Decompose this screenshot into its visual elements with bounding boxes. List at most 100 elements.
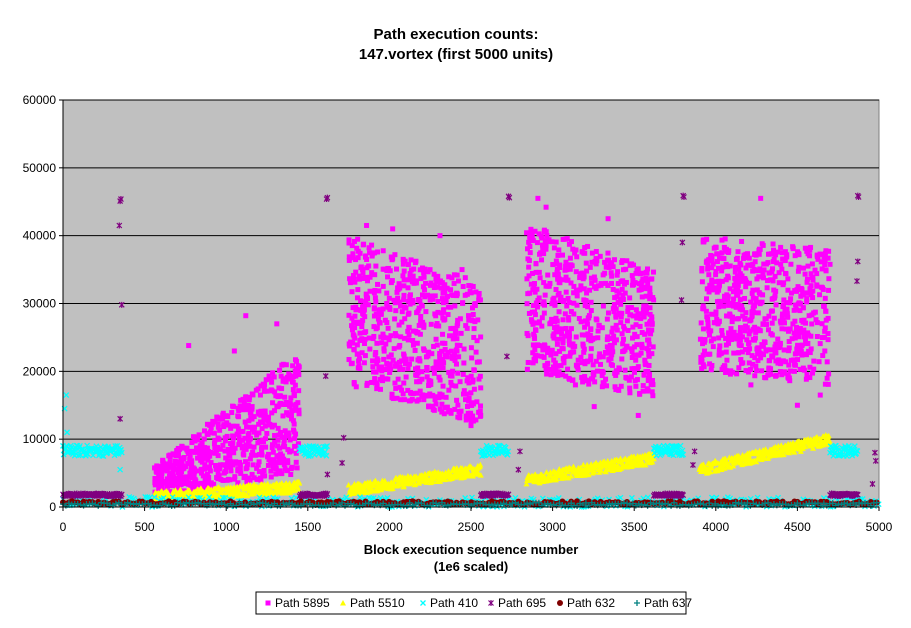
data-point-path-5895: [177, 465, 182, 470]
data-point-path-5895: [235, 466, 240, 471]
data-point-path-5895: [452, 281, 457, 286]
data-point-path-5895: [701, 239, 706, 244]
data-point-path-5895: [727, 312, 732, 317]
data-point-path-5895: [364, 223, 369, 228]
data-point-path-5895: [359, 324, 364, 329]
data-point-path-5895: [814, 317, 819, 322]
data-point-path-5895: [605, 334, 610, 339]
data-point-path-5895: [743, 266, 748, 271]
data-point-path-5895: [414, 379, 419, 384]
data-point-path-5895: [193, 450, 198, 455]
data-point-path-5895: [441, 384, 446, 389]
data-point-path-5895: [623, 267, 628, 272]
data-point-path-5895: [717, 299, 722, 304]
data-point-path-5895: [612, 302, 617, 307]
data-point-path-5895: [438, 378, 443, 383]
data-point-path-5895: [262, 389, 267, 394]
data-point-path-5895: [606, 216, 611, 221]
data-point-path-5895: [403, 259, 408, 264]
data-point-path-5895: [782, 347, 787, 352]
chart-title-line-1: Path execution counts:: [373, 26, 538, 43]
data-point-path-5895: [270, 442, 275, 447]
data-point-path-5895: [357, 331, 362, 336]
data-point-path-5895: [719, 328, 724, 333]
data-point-path-5895: [347, 341, 352, 346]
data-point-path-5895: [414, 391, 419, 396]
data-point-path-5895: [469, 423, 474, 428]
data-point-path-5895: [244, 425, 249, 430]
data-point-path-5895: [448, 326, 453, 331]
data-point-path-5895: [581, 276, 586, 281]
data-point-path-5895: [551, 358, 556, 363]
data-point-path-5895: [248, 456, 253, 461]
data-point-path-5895: [627, 295, 632, 300]
data-point-path-5895: [401, 381, 406, 386]
data-point-path-5895: [205, 472, 210, 477]
data-point-path-5895: [422, 348, 427, 353]
data-point-path-5895: [406, 299, 411, 304]
data-point-path-5895: [410, 277, 415, 282]
data-point-path-5895: [781, 318, 786, 323]
data-point-path-5895: [700, 279, 705, 284]
data-point-path-5895: [435, 321, 440, 326]
data-point-path-5895: [358, 338, 363, 343]
data-point-path-5895: [785, 313, 790, 318]
data-point-path-5895: [561, 360, 566, 365]
data-point-path-5895: [460, 267, 465, 272]
data-point-path-5895: [774, 344, 779, 349]
data-point-path-5895: [603, 281, 608, 286]
data-point-path-5895: [229, 410, 234, 415]
data-point-path-5895: [567, 242, 572, 247]
data-point-path-5895: [450, 374, 455, 379]
data-point-path-5895: [778, 245, 783, 250]
data-point-path-5895: [459, 331, 464, 336]
data-point-path-5895: [701, 326, 706, 331]
data-point-path-5895: [789, 358, 794, 363]
data-point-path-5895: [539, 324, 544, 329]
data-point-path-5895: [619, 311, 624, 316]
data-point-path-5895: [423, 309, 428, 314]
data-point-path-5895: [619, 384, 624, 389]
data-point-path-5895: [589, 346, 594, 351]
data-point-path-5895: [166, 481, 171, 486]
data-point-path-5895: [592, 336, 597, 341]
data-point-path-5895: [473, 302, 478, 307]
data-point-path-5895: [738, 331, 743, 336]
data-point-path-5895: [205, 422, 210, 427]
data-point-path-5895: [469, 419, 474, 424]
data-point-path-5895: [393, 300, 398, 305]
data-point-path-5895: [294, 460, 299, 465]
data-point-path-5895: [635, 366, 640, 371]
data-point-path-5895: [549, 301, 554, 306]
data-point-path-5895: [406, 325, 411, 330]
data-point-path-5895: [750, 288, 755, 293]
data-point-path-5895: [551, 296, 556, 301]
data-point-path-5895: [738, 325, 743, 330]
data-point-path-5895: [803, 246, 808, 251]
data-point-path-5895: [525, 291, 530, 296]
data-point-path-5895: [473, 289, 478, 294]
data-point-path-5895: [822, 348, 827, 353]
data-point-path-5895: [546, 237, 551, 242]
data-point-path-5895: [293, 402, 298, 407]
data-point-path-5895: [456, 278, 461, 283]
data-point-path-5895: [817, 292, 822, 297]
data-point-path-5895: [350, 327, 355, 332]
data-point-path-5895: [757, 290, 762, 295]
data-point-path-5895: [769, 269, 774, 274]
data-point-path-5895: [713, 309, 718, 314]
data-point-path-5895: [218, 417, 223, 422]
data-point-path-5895: [435, 343, 440, 348]
data-point-path-5895: [526, 360, 531, 365]
data-point-path-5895: [252, 414, 257, 419]
data-point-path-5895: [289, 376, 294, 381]
data-point-path-5895: [413, 260, 418, 265]
data-point-path-5895: [214, 475, 219, 480]
data-point-path-5895: [530, 310, 535, 315]
data-point-path-5895: [186, 481, 191, 486]
data-point-path-5895: [601, 272, 606, 277]
data-point-path-5895: [188, 453, 193, 458]
data-point-path-5895: [755, 345, 760, 350]
data-point-path-5895: [567, 342, 572, 347]
